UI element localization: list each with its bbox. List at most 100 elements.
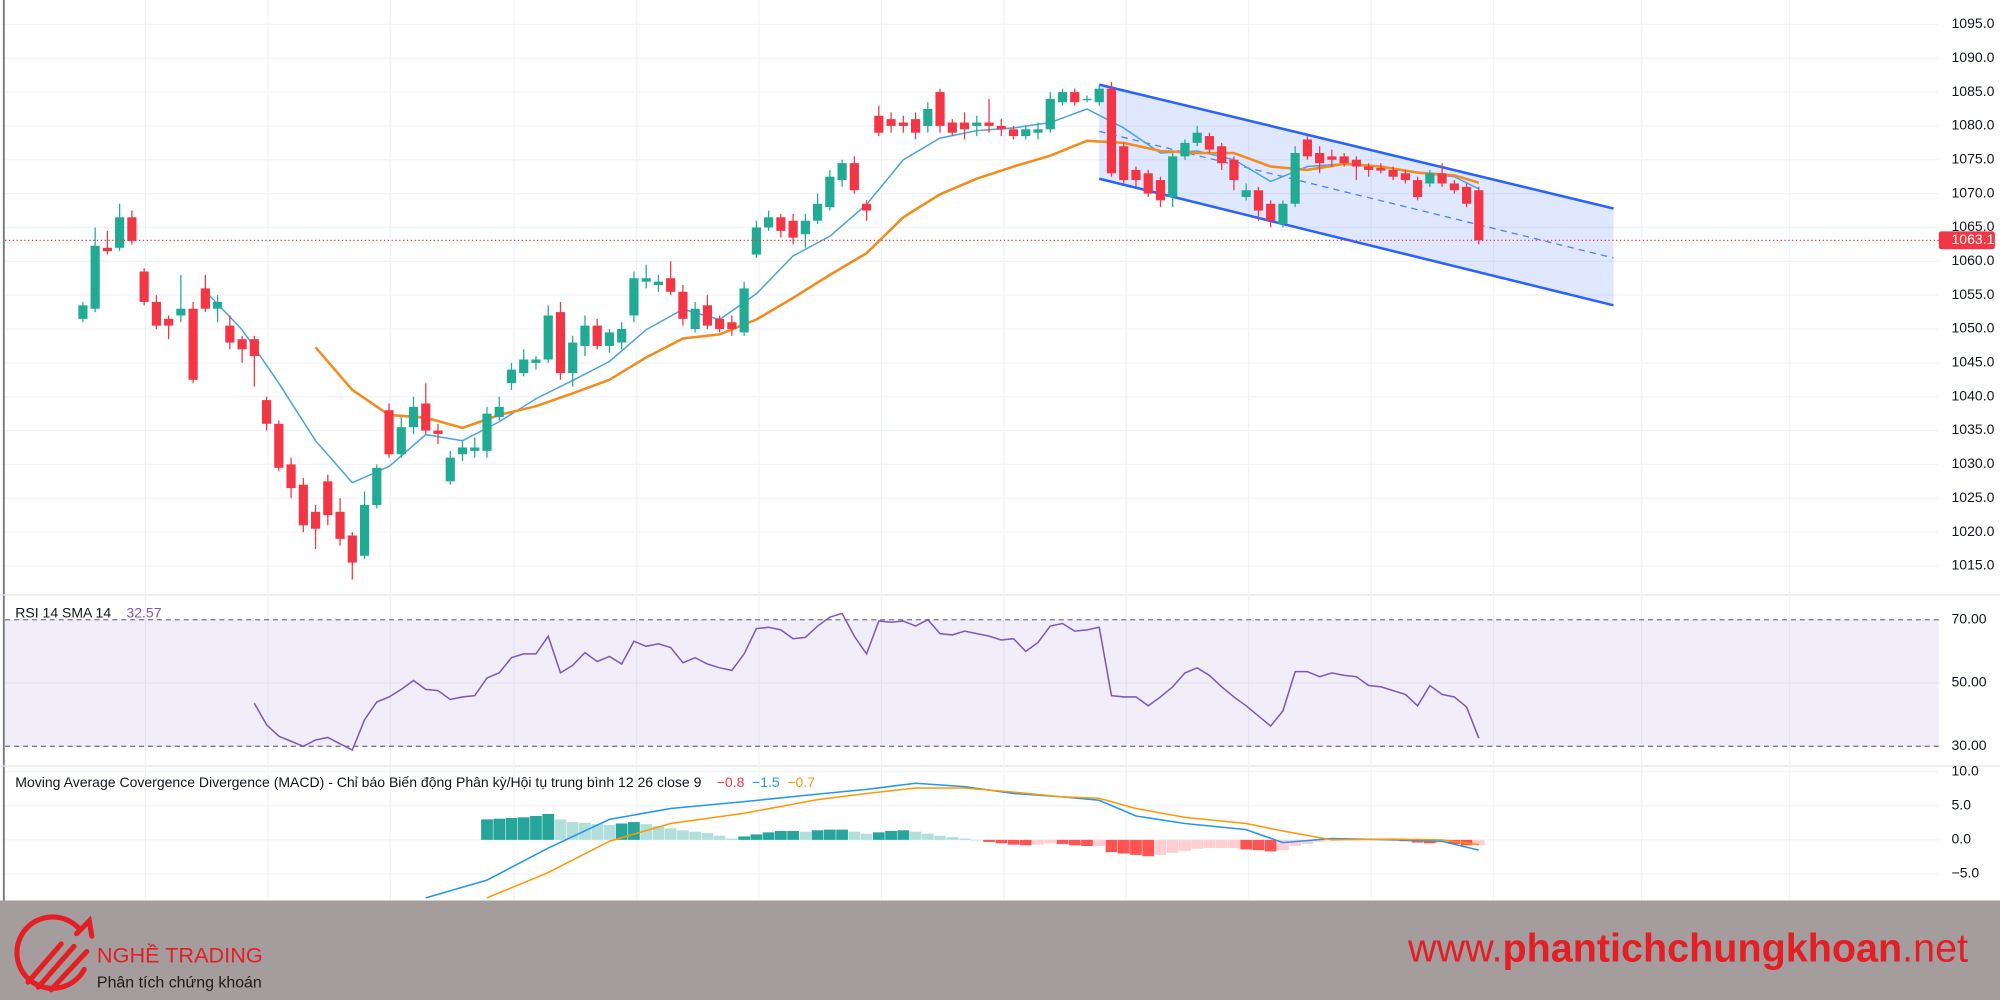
y-tick-label: 30.00 <box>1952 737 1987 753</box>
candle-body <box>1033 129 1043 133</box>
candle-body <box>176 308 186 316</box>
histogram-bar <box>885 830 897 840</box>
candle-body <box>813 203 823 221</box>
histogram-bar <box>1019 839 1032 846</box>
candle-body <box>1045 98 1055 130</box>
histogram-bar <box>1130 839 1142 855</box>
grid <box>5 0 1939 901</box>
y-tick-label: 1095.0 <box>1952 15 1995 31</box>
histogram-bar <box>872 832 885 840</box>
rsi-line <box>253 612 1480 752</box>
url-suffix: .net <box>1902 927 1968 971</box>
candle-body <box>776 217 786 231</box>
candle-body <box>384 410 394 455</box>
candle-body <box>506 369 517 384</box>
candle-body <box>1449 183 1459 191</box>
histogram-bar <box>726 838 738 840</box>
candle-body <box>237 339 247 350</box>
y-tick-label: 1080.0 <box>1952 117 1995 133</box>
candle-body <box>849 163 859 191</box>
candle-body <box>1119 146 1129 181</box>
histogram-bar <box>1068 839 1081 846</box>
histogram-bar <box>493 818 506 840</box>
candle-body <box>372 467 382 506</box>
macd-title: Moving Average Covergence Divergence (MA… <box>15 774 701 790</box>
website: www.phantichchungkhoan.net <box>1407 927 1968 971</box>
y-tick-label: 1055.0 <box>1952 286 1995 302</box>
brand-name: NGHỀ TRADING <box>97 942 263 967</box>
candle-body <box>396 427 406 455</box>
banner-background <box>0 900 2000 1000</box>
candle-body <box>1180 142 1190 157</box>
histogram-bar <box>958 838 971 840</box>
candle-body <box>200 288 210 309</box>
last-price-label: 1063.1 <box>1952 231 1995 247</box>
channel-line <box>1098 177 1614 307</box>
candle-body <box>678 291 688 319</box>
macd-legend: Moving Average Covergence Divergence (MA… <box>15 774 815 790</box>
candle-body <box>1364 166 1374 170</box>
candle-body <box>1278 203 1288 225</box>
histogram-bar <box>689 831 702 840</box>
rsi-pane <box>5 612 1939 752</box>
candle-body <box>702 305 712 326</box>
candle-body <box>1192 132 1202 143</box>
candle-body <box>421 403 431 431</box>
y-tick-label: 5.0 <box>1952 796 1972 812</box>
macd-reading: −1.5 <box>752 774 780 790</box>
candle-body <box>274 423 284 468</box>
candle-body <box>641 278 651 282</box>
histogram-bar <box>713 835 726 840</box>
candle-body <box>1425 173 1435 184</box>
histogram-bar <box>1179 839 1191 851</box>
histogram-bar <box>1191 839 1204 849</box>
candle-body <box>972 122 982 126</box>
candle-body <box>1094 88 1104 103</box>
histogram-bar <box>1264 839 1277 852</box>
candle-body <box>739 288 749 333</box>
candle-body <box>861 203 872 211</box>
histogram-bar <box>750 834 763 840</box>
histogram-bar <box>1215 839 1228 849</box>
candle-body <box>984 122 994 126</box>
histogram-bar <box>542 813 555 840</box>
histogram-bar <box>970 839 983 841</box>
candle-body <box>580 325 590 346</box>
histogram-bar <box>860 833 873 840</box>
candle-body <box>1437 173 1447 184</box>
candle-body <box>653 281 664 286</box>
candle-body <box>764 217 774 228</box>
candle-body <box>788 220 798 238</box>
candle-body <box>470 447 480 451</box>
candle-body <box>445 457 455 482</box>
histogram-bar <box>554 819 567 840</box>
candle-body <box>690 308 700 330</box>
histogram-bar <box>517 817 530 840</box>
histogram-bar <box>823 829 836 840</box>
y-tick-label: 1075.0 <box>1952 150 1995 166</box>
candle-body <box>837 163 847 181</box>
candle-body <box>1057 92 1068 103</box>
candle-body <box>617 329 627 343</box>
candle-body <box>555 312 566 374</box>
candle-body <box>996 125 1006 130</box>
logo-ring <box>14 914 87 991</box>
price-axis: 1015.0 1020.0 1025.0 1030.0 1035.0 1040.0 1045… <box>1938 15 1995 881</box>
candle-body <box>115 217 125 248</box>
candle-body <box>825 176 835 208</box>
y-tick-label: 1060.0 <box>1952 252 1995 268</box>
histogram-bar <box>1277 839 1289 851</box>
candle-body <box>1217 146 1227 164</box>
candle-body <box>947 122 957 133</box>
candle-body <box>225 325 235 343</box>
candle-body <box>1021 129 1031 137</box>
candle-body <box>543 315 553 360</box>
candle-body <box>1008 129 1019 137</box>
candle-body <box>78 305 88 319</box>
candle-body <box>1168 156 1178 198</box>
histogram-bar <box>1105 839 1118 853</box>
candle-body <box>1413 180 1423 198</box>
histogram-bar <box>603 824 616 840</box>
candle-body <box>1315 152 1325 164</box>
